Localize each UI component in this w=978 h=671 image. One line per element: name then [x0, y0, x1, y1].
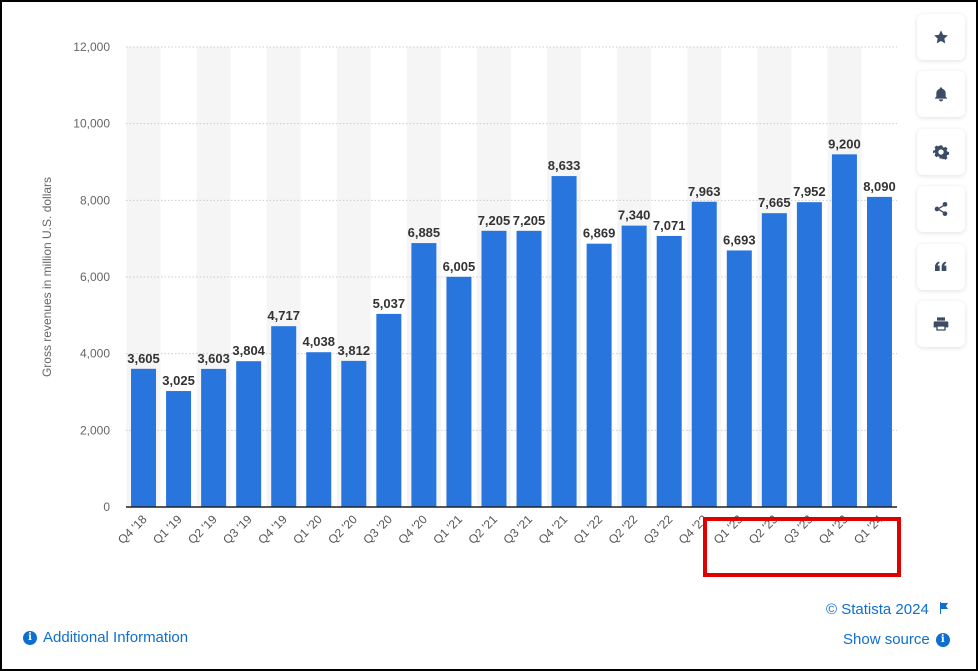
x-tick-label: Q4 '18: [115, 512, 150, 547]
share-icon: [934, 202, 948, 216]
bar[interactable]: [236, 361, 262, 507]
gridlines: 0 2,000 4,000 6,000 8,000 10,000 12,000: [73, 40, 897, 514]
bar-value-label: 6,693: [723, 232, 756, 247]
bar-value-label: 7,071: [653, 218, 686, 233]
bar-value-label: 6,869: [583, 226, 616, 241]
bar-value-label: 3,812: [338, 343, 371, 358]
bar[interactable]: [726, 250, 752, 507]
bar[interactable]: [761, 213, 787, 508]
bar-value-label: 7,963: [688, 184, 721, 199]
info-icon: i: [935, 632, 950, 647]
bar[interactable]: [166, 391, 192, 507]
bar-value-label: 7,205: [478, 213, 511, 228]
bar-value-label: 6,885: [408, 225, 441, 240]
x-tick-label: Q2 '22: [606, 512, 641, 547]
x-tick-label: Q1 '21: [430, 512, 465, 547]
bar[interactable]: [796, 202, 822, 507]
info-icon: i: [23, 630, 37, 645]
x-tick-label: Q2 '19: [185, 512, 220, 547]
bar[interactable]: [341, 360, 367, 507]
x-tick-label: Q3 '21: [501, 512, 536, 547]
bar-value-label: 7,205: [513, 213, 546, 228]
bar[interactable]: [376, 313, 402, 507]
cite-button[interactable]: [917, 244, 965, 290]
x-tick-label: Q3 '19: [220, 512, 255, 547]
bar-value-label: 8,090: [863, 179, 896, 194]
x-tick-label: Q4 '20: [395, 512, 430, 547]
highlight-box: [703, 517, 901, 577]
bar[interactable]: [691, 201, 717, 508]
bar[interactable]: [446, 276, 472, 507]
notification-button[interactable]: [917, 71, 965, 117]
y-tick-label: 2,000: [80, 423, 110, 437]
show-source-label: Show source: [843, 631, 930, 648]
bar[interactable]: [201, 368, 227, 507]
x-tick-label: Q1 '22: [571, 512, 606, 547]
settings-button[interactable]: [917, 129, 965, 175]
y-tick-label: 12,000: [73, 40, 110, 54]
bar-value-label: 7,665: [758, 195, 791, 210]
bar[interactable]: [551, 176, 577, 507]
additional-information-link[interactable]: i Additional Information: [23, 629, 188, 646]
star-icon: [934, 30, 948, 44]
bar[interactable]: [866, 196, 892, 507]
bar-value-label: 7,952: [793, 184, 826, 199]
print-button[interactable]: [917, 301, 965, 347]
bar-value-label: 3,605: [127, 351, 160, 366]
x-tick-label: Q4 '19: [255, 512, 290, 547]
bar-value-label: 4,717: [267, 308, 300, 323]
bar[interactable]: [306, 352, 332, 507]
bar[interactable]: [481, 230, 507, 507]
copyright-text: © Statista 2024: [826, 601, 929, 618]
show-source-link[interactable]: Show source i: [843, 631, 950, 648]
y-tick-label: 10,000: [73, 117, 110, 131]
bar-value-label: 3,025: [162, 373, 195, 388]
y-tick-label: 0: [103, 500, 110, 514]
y-tick-label: 4,000: [80, 347, 110, 361]
print-icon: [933, 317, 949, 331]
x-tick-label: Q2 '21: [465, 512, 500, 547]
bell-icon: [935, 87, 947, 102]
bar-value-label: 9,200: [828, 136, 861, 151]
bar[interactable]: [656, 235, 682, 507]
bar-value-label: 4,038: [302, 334, 335, 349]
favorite-button[interactable]: [917, 14, 965, 60]
x-tick-label: Q2 '20: [325, 512, 360, 547]
bar[interactable]: [411, 243, 437, 507]
bar[interactable]: [516, 230, 542, 507]
y-tick-label: 6,000: [80, 270, 110, 284]
share-button[interactable]: [917, 186, 965, 232]
bar-value-label: 5,037: [373, 296, 406, 311]
x-tick-label: Q1 '19: [150, 512, 185, 547]
bar-value-label: 8,633: [548, 158, 581, 173]
bar[interactable]: [586, 243, 612, 507]
x-tick-label: Q4 '21: [536, 512, 571, 547]
bar[interactable]: [271, 326, 297, 507]
bar-value-label: 7,340: [618, 208, 651, 223]
bar[interactable]: [831, 154, 857, 508]
y-tick-label: 8,000: [80, 193, 110, 207]
x-tick-label: Q3 '22: [641, 512, 676, 547]
bar-value-label: 6,005: [443, 259, 476, 274]
quote-icon: [935, 261, 947, 271]
additional-information-label: Additional Information: [43, 629, 189, 646]
flag-icon: [939, 602, 948, 614]
x-tick-label: Q1 '20: [290, 512, 325, 547]
bar-value-label: 3,603: [197, 351, 230, 366]
y-axis-title: Gross revenues in million U.S. dollars: [40, 177, 54, 377]
copyright-link[interactable]: © Statista 2024: [826, 601, 949, 618]
gear-icon: [933, 145, 949, 160]
bar[interactable]: [131, 368, 157, 507]
bar-value-label: 3,804: [232, 343, 265, 358]
x-tick-label: Q3 '20: [360, 512, 395, 547]
bar[interactable]: [621, 225, 647, 507]
